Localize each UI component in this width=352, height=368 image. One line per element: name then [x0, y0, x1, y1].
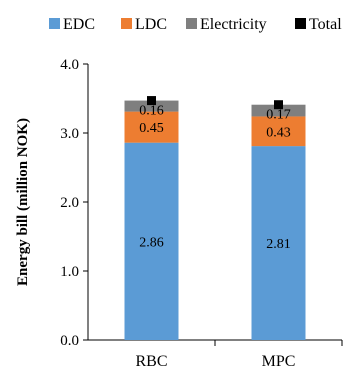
data-label-electricity-mpc: 0.17 [266, 108, 291, 123]
bar-ldc-mpc [251, 116, 306, 147]
y-tick-label: 0.0 [60, 333, 79, 349]
y-tick-label: 2.0 [60, 195, 79, 211]
y-tick-label: 1.0 [60, 264, 79, 280]
bar-electricity-mpc [251, 104, 306, 117]
legend-swatch-ldc [121, 18, 132, 29]
data-label-ldc-rbc: 0.45 [139, 121, 164, 136]
bar-ldc-rbc [124, 111, 179, 143]
legend-label-electricity: Electricity [200, 16, 267, 33]
y-tick-label: 4.0 [60, 57, 79, 73]
legend-label-total: Total [309, 16, 342, 33]
data-label-edc-mpc: 2.81 [266, 237, 291, 252]
bar-electricity-rbc [124, 100, 179, 112]
data-label-edc-rbc: 2.86 [139, 235, 164, 250]
y-axis-title: Energy bill (million NOK) [15, 118, 31, 286]
data-label-ldc-mpc: 0.43 [266, 125, 291, 140]
legend-label-edc: EDC [63, 16, 95, 33]
legend-swatch-total [295, 18, 306, 29]
x-tick-label: RBC [135, 353, 167, 368]
y-tick-label: 3.0 [60, 126, 79, 142]
data-label-electricity-rbc: 0.16 [139, 104, 164, 119]
total-marker-rbc [147, 96, 156, 106]
bar-edc-rbc [124, 142, 179, 340]
x-tick-label: MPC [262, 353, 296, 368]
total-marker-mpc [274, 100, 283, 110]
legend-swatch-electricity [186, 18, 197, 29]
legend-label-ldc: LDC [135, 16, 167, 33]
legend-swatch-edc [49, 18, 60, 29]
bar-edc-mpc [251, 146, 306, 340]
